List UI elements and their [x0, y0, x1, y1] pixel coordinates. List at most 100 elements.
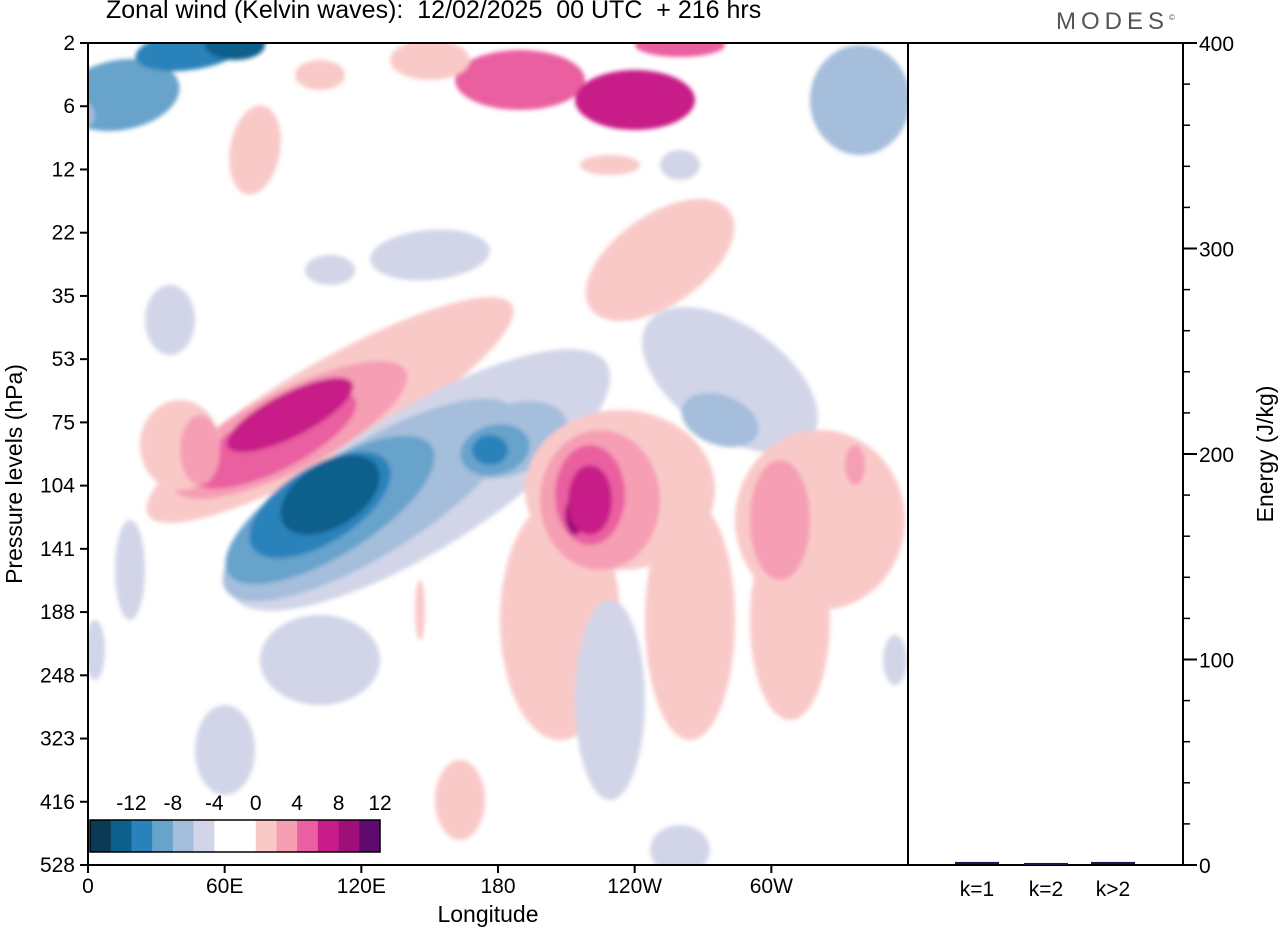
heatmap-field	[88, 43, 908, 865]
y-tick-label: 323	[40, 728, 75, 751]
y-tick-label: 6	[63, 95, 75, 118]
positive-contour-region	[226, 377, 354, 453]
negative-contour-region	[681, 392, 759, 448]
y-tick-label: 53	[52, 348, 75, 371]
energy-tick-label: 200	[1199, 444, 1234, 467]
positive-contour-region	[415, 580, 425, 640]
negative-contour-region	[642, 307, 818, 453]
negative-contour-region	[205, 43, 265, 60]
colorbar-swatch	[172, 820, 195, 852]
positive-contour-region	[585, 198, 735, 322]
colorbar-swatch	[110, 820, 132, 852]
y-tick-label: 104	[40, 475, 75, 498]
positive-contour-region	[575, 70, 695, 130]
x-tick-label: 180	[480, 875, 515, 898]
colorbar: -12 -8 -4 0 4 8 12	[89, 792, 392, 853]
negative-contour-region	[660, 150, 700, 180]
positive-contour-region	[845, 445, 865, 485]
colorbar-label: 4	[291, 792, 303, 815]
y-tick-label: 188	[40, 601, 75, 624]
positive-contour-region	[635, 43, 725, 57]
positive-contour-region	[568, 465, 612, 535]
positive-contour-region	[750, 460, 810, 580]
negative-contour-region	[370, 229, 490, 281]
colorbar-swatch	[317, 820, 340, 852]
negative-contour-region	[280, 455, 380, 535]
colorbar-swatch	[235, 820, 257, 852]
negative-contour-region	[88, 620, 105, 680]
logo-text: MODES	[1056, 8, 1170, 35]
negative-contour-region	[810, 45, 908, 155]
y-tick-label: 528	[40, 854, 75, 877]
energy-bar-chart: 0 100 200 300 400 Energy (J/kg) k=1 k=2 k>2	[907, 33, 1278, 901]
negative-contour-region	[88, 102, 95, 128]
energy-bar	[1091, 861, 1135, 864]
copyright-mark: ©	[1169, 13, 1175, 22]
energy-category-label: k>2	[1096, 878, 1130, 901]
colorbar-label: -8	[164, 792, 183, 815]
colorbar-label: -4	[205, 792, 224, 815]
x-axis-title: Longitude	[437, 901, 538, 927]
energy-bar	[955, 861, 999, 864]
colorbar-label: 12	[368, 792, 391, 815]
colorbar-swatch	[193, 820, 215, 852]
negative-contour-region	[260, 615, 380, 705]
energy-tick-label: 100	[1199, 650, 1234, 673]
positive-contour-region	[390, 43, 470, 80]
colorbar-swatch	[359, 820, 381, 852]
colorbar-swatch	[90, 820, 112, 852]
colorbar-frame	[89, 819, 381, 853]
x-tick-label: 120W	[607, 875, 662, 898]
modes-logo: MODES©	[1056, 8, 1175, 36]
energy-tick-label: 300	[1199, 239, 1234, 262]
positive-contour-region	[455, 50, 585, 110]
x-tick-label: 120E	[337, 875, 386, 898]
negative-contour-region	[195, 705, 255, 795]
colorbar-swatch	[255, 820, 277, 852]
negative-contour-region	[883, 635, 907, 685]
y-tick-label: 248	[40, 664, 75, 687]
positive-contour-region	[580, 155, 640, 175]
colorbar-swatch	[152, 820, 174, 852]
y-tick-label: 141	[40, 538, 75, 561]
negative-contour-region	[115, 520, 145, 620]
y-tick-label: 12	[52, 158, 75, 181]
energy-tick-label: 0	[1199, 855, 1211, 878]
positive-contour-region	[435, 760, 485, 840]
y-tick-label: 416	[40, 791, 75, 814]
colorbar-swatch	[131, 820, 153, 852]
axes: 0 60E 120E 180 120W 60W 2 6 12 22 35 53 75 104 141 188 2…	[1, 32, 909, 927]
energy-bar	[1024, 862, 1068, 865]
x-tick-label: 60W	[750, 875, 793, 898]
negative-contour-region	[145, 285, 195, 355]
y-tick-label: 2	[63, 32, 75, 55]
y-tick-label: 35	[52, 285, 75, 308]
energy-category-label: k=1	[960, 878, 994, 901]
positive-contour-region	[180, 415, 220, 485]
y-tick-label: 22	[52, 222, 75, 245]
positive-contour-region	[295, 60, 345, 90]
y-axis-title: Pressure levels (hPa)	[1, 364, 27, 584]
colorbar-label: -12	[116, 792, 146, 815]
negative-contour-region	[472, 435, 508, 465]
energy-frame	[907, 42, 1184, 866]
colorbar-label: 0	[250, 792, 262, 815]
colorbar-swatch	[338, 820, 360, 852]
colorbar-swatch	[276, 820, 298, 852]
y-tick-label: 75	[52, 411, 75, 434]
positive-contour-region	[229, 105, 281, 195]
negative-contour-region	[575, 600, 645, 800]
energy-category-label: k=2	[1029, 878, 1063, 901]
chart-title: Zonal wind (Kelvin waves): 12/02/2025 00…	[106, 0, 762, 24]
x-tick-label: 0	[82, 875, 94, 898]
x-tick-label: 60E	[206, 875, 243, 898]
contour-shapes	[88, 43, 908, 865]
positive-contour-region	[645, 500, 735, 740]
energy-tick-label: 400	[1199, 33, 1234, 56]
colorbar-swatch	[214, 820, 236, 852]
negative-contour-region	[135, 43, 245, 72]
colorbar-swatch	[297, 820, 319, 852]
negative-contour-region	[650, 825, 710, 865]
energy-axis-title: Energy (J/kg)	[1252, 386, 1278, 523]
